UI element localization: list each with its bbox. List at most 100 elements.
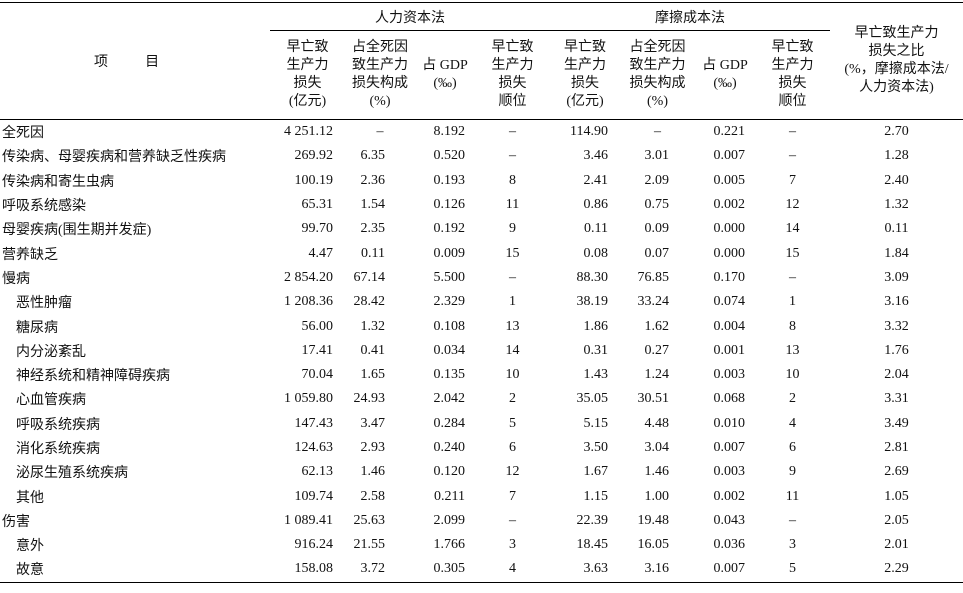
header-line: 顺位 <box>498 94 527 109</box>
cell: 5.500 <box>433 269 466 285</box>
cell: 56.00 <box>301 318 334 334</box>
cell: 147.43 <box>294 415 334 431</box>
cell: 0.240 <box>433 440 466 455</box>
cell: 6.35 <box>360 148 386 164</box>
cell: – <box>789 512 796 528</box>
cell: 0.001 <box>713 342 746 358</box>
cell: 0.135 <box>433 367 466 383</box>
cell: 8 <box>509 172 516 188</box>
cell: 10 <box>785 367 800 383</box>
cell: 0.000 <box>713 221 746 237</box>
cell: – <box>509 269 516 285</box>
cell: 3.32 <box>884 318 909 334</box>
cell: 1.84 <box>884 245 909 261</box>
cell: 1.62 <box>644 318 670 334</box>
cell: 2.099 <box>433 512 466 528</box>
row-label: 其他 <box>16 490 44 506</box>
cell: 0.074 <box>713 294 746 310</box>
cell: 7 <box>789 172 796 188</box>
cell: 3.63 <box>550 557 620 583</box>
cell: – <box>509 124 516 140</box>
cell: 3 <box>789 537 796 553</box>
cell: 0.211 <box>434 488 465 504</box>
cell: 12 <box>785 197 800 213</box>
cell: 11 <box>505 197 520 213</box>
cell: 5 <box>509 415 516 431</box>
group-header: 摩擦成本法 <box>550 2 830 31</box>
cell: 0.007 <box>695 557 755 583</box>
cell: 0.75 <box>644 197 670 213</box>
cell: 28.42 <box>353 294 386 310</box>
cell: 2 854.20 <box>284 269 333 285</box>
cell: 14 <box>785 221 800 237</box>
cell: 0.11 <box>884 221 909 237</box>
cell: 0.108 <box>433 318 466 334</box>
header-line: 人力资本法) <box>859 80 934 95</box>
cell: 124.63 <box>294 440 334 455</box>
cell: 18.45 <box>576 537 609 553</box>
cell: 22.39 <box>576 512 609 528</box>
cell: 1.15 <box>583 488 609 504</box>
cell: 24.93 <box>353 391 386 407</box>
cell: 0.034 <box>433 342 466 358</box>
cell: 0.126 <box>433 197 466 213</box>
header-line: 损失之比 <box>868 44 925 59</box>
cell: 5.15 <box>583 415 609 431</box>
cell: 8 <box>789 318 796 334</box>
cell: 3.01 <box>644 148 670 164</box>
cell: 2.29 <box>830 557 963 583</box>
cell: 62.13 <box>301 464 334 480</box>
cell: 9 <box>509 221 516 237</box>
group-header: 人力资本法 <box>270 2 550 31</box>
cell: 88.30 <box>576 269 609 285</box>
table-row: 伤害 1 089.41 25.63 2.099 – 22.39 19.48 0.043 – 2.0… <box>0 509 963 533</box>
table-row: 传染病、母婴疾病和营养缺乏性疾病 269.92 6.35 0.520 – 3.46 3.01… <box>0 144 963 168</box>
cell: 1.32 <box>360 318 386 334</box>
cell: 2.41 <box>583 172 609 188</box>
cell: 1.32 <box>884 197 909 213</box>
cell: 2 <box>509 391 516 407</box>
cell: 1.43 <box>583 367 609 383</box>
cell: 109.74 <box>294 488 334 504</box>
table-row: 其他 109.74 2.58 0.211 7 1.15 1.00 0.002 11 1.05 <box>0 484 963 508</box>
row-label: 传染病和寄生虫病 <box>2 174 114 190</box>
cell: 2 <box>789 391 796 407</box>
cell: 158.08 <box>270 557 345 583</box>
column-header: 早亡致 生产力 损失 顺位 <box>755 30 830 120</box>
row-label: 意外 <box>16 539 44 555</box>
cell: 33.24 <box>637 294 670 310</box>
cell: 12 <box>505 464 520 480</box>
column-header: 占 GDP (‰) <box>415 30 475 120</box>
table-row: 母婴疾病(围生期并发症) 99.70 2.35 0.192 9 0.11 0.09 0.000… <box>0 217 963 241</box>
cell: 0.170 <box>713 269 746 285</box>
cell: 13 <box>505 318 520 334</box>
header-line: (%) <box>647 94 668 109</box>
cell: – <box>509 148 516 164</box>
cell: 0.003 <box>713 464 746 480</box>
cell: 6 <box>789 440 796 455</box>
header-line: 早亡致 <box>771 40 814 55</box>
cell: 0.41 <box>360 342 386 358</box>
cell: 0.07 <box>644 245 670 261</box>
cell: 2.70 <box>884 124 909 140</box>
cell: 5 <box>755 557 830 583</box>
cell: 10 <box>505 367 520 383</box>
row-label: 泌尿生殖系统疾病 <box>16 466 128 482</box>
cell: 1.766 <box>433 537 466 553</box>
cell: 1 <box>509 294 516 310</box>
cell: 1.76 <box>884 342 909 358</box>
header-line: 生产力 <box>491 58 534 73</box>
row-label: 神经系统和精神障碍疾病 <box>16 369 170 385</box>
cell: 0.007 <box>713 440 746 455</box>
cell: 0.002 <box>713 197 746 213</box>
cell: 2.69 <box>884 464 909 480</box>
cell: 70.04 <box>301 367 334 383</box>
header-line: 生产力 <box>771 58 814 73</box>
table-row: 慢病 2 854.20 67.14 5.500 – 88.30 76.85 0.170 – 3.0… <box>0 266 963 290</box>
cell: 0.000 <box>713 245 746 261</box>
cell: 2.01 <box>884 537 909 553</box>
header-line: 生产力 <box>286 58 329 73</box>
cell: 14 <box>505 342 520 358</box>
cell: 0.120 <box>433 464 466 480</box>
row-label: 内分泌紊乱 <box>16 344 86 360</box>
